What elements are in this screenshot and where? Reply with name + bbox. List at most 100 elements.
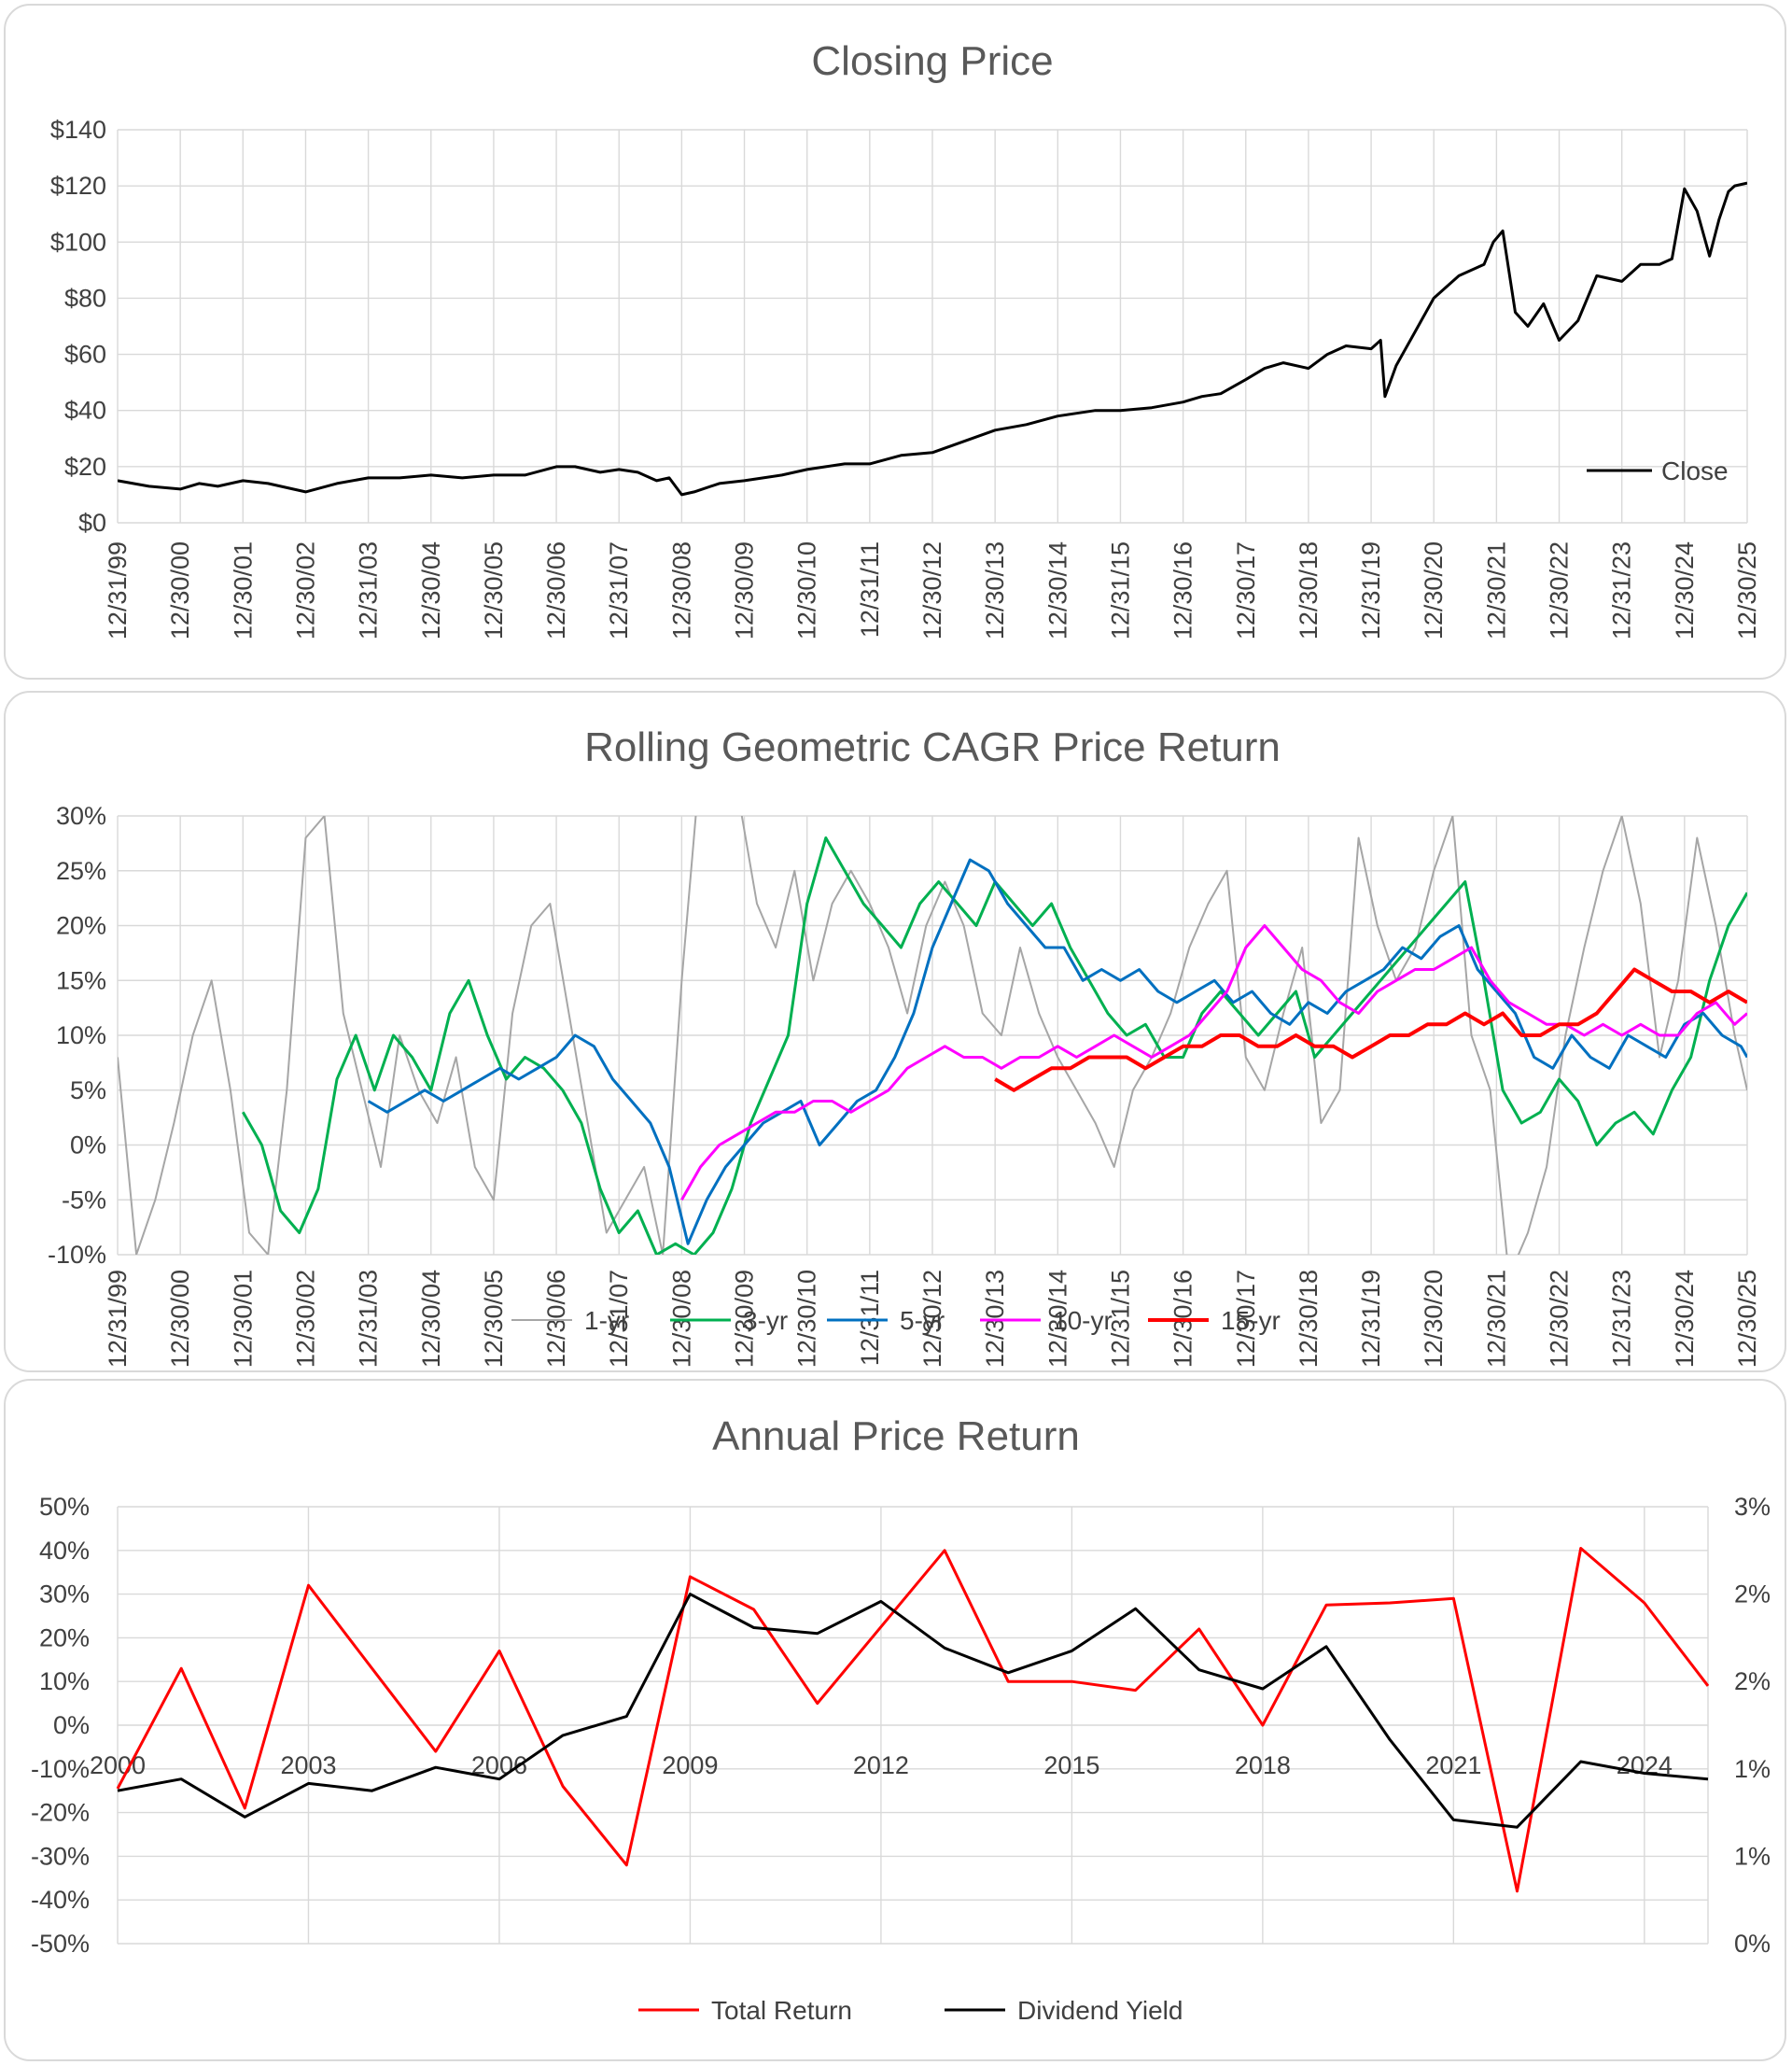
- chart1-y-tick-label: -10%: [48, 1241, 106, 1269]
- chart2-x-tick-label: 2018: [1235, 1751, 1291, 1779]
- chart2-x-tick-label: 2003: [280, 1751, 336, 1779]
- chart1-x-tick-label: 12/30/18: [1295, 1270, 1323, 1368]
- chart0-y-tick-label: $40: [64, 397, 106, 425]
- chart2-x-tick-label: 2015: [1043, 1751, 1099, 1779]
- chart0-x-tick-label: 12/31/11: [856, 541, 884, 638]
- chart1-legend-label-3-yr: 3-yr: [743, 1306, 788, 1335]
- chart0-x-tick-label: 12/30/12: [918, 541, 946, 639]
- chart1-x-tick-label: 12/30/05: [480, 1270, 508, 1368]
- chart1-x-tick-label: 12/30/17: [1232, 1270, 1260, 1368]
- chart1-legend-label-5-yr: 5-yr: [900, 1306, 945, 1335]
- chart0-x-tick-label: 12/30/18: [1295, 541, 1323, 639]
- chart1-x-tick-label: 12/31/03: [355, 1270, 383, 1368]
- chart0-x-tick-label: 12/30/00: [166, 541, 194, 639]
- chart2-y-tick-label: -20%: [31, 1799, 90, 1827]
- chart0-x-tick-label: 12/30/25: [1733, 541, 1761, 639]
- chart2-series-line-dividend-yield: [117, 1593, 1709, 1829]
- chart2-y-tick-label: 50%: [39, 1493, 90, 1521]
- chart1-series-line-15-yr: [994, 967, 1747, 1092]
- chart2-y2-tick-label: 1%: [1734, 1842, 1771, 1870]
- chart1-legend-label-10-yr: 10-yr: [1053, 1306, 1113, 1335]
- chart0-x-tick-label: 12/31/23: [1608, 541, 1636, 639]
- chart1-y-tick-label: -5%: [62, 1186, 106, 1214]
- chart1-y-tick-label: 5%: [70, 1076, 106, 1104]
- chart2-y2-tick-label: 1%: [1734, 1755, 1771, 1783]
- chart1-series-line-10-yr: [680, 924, 1747, 1201]
- chart1-series-line-5-yr: [367, 858, 1747, 1245]
- closing-price-panel: [4, 4, 1786, 680]
- chart1-x-tick-label: 12/31/07: [605, 1270, 633, 1368]
- chart2-x-tick-label: 2000: [90, 1751, 146, 1779]
- chart0-series-line-close: [118, 181, 1747, 497]
- chart0-x-tick-label: 12/30/05: [480, 541, 508, 639]
- chart1-x-tick-label: 12/30/25: [1733, 1270, 1761, 1368]
- chart0-y-tick-label: $140: [50, 116, 106, 144]
- chart2-x-tick-label: 2012: [853, 1751, 909, 1779]
- chart1-x-tick-label: 12/30/14: [1043, 1270, 1071, 1368]
- chart0-x-tick-label: 12/30/17: [1232, 541, 1260, 639]
- chart0-x-tick-label: 12/30/10: [793, 541, 821, 639]
- chart1-x-tick-label: 12/30/22: [1546, 1270, 1574, 1368]
- chart2-y2-tick-label: 2%: [1734, 1580, 1771, 1608]
- chart1-y-tick-label: 15%: [56, 966, 106, 994]
- chart1-x-tick-label: 12/31/15: [1106, 1270, 1134, 1368]
- chart1-x-tick-label: 12/30/01: [229, 1270, 257, 1368]
- chart0-x-tick-label: 12/30/02: [291, 541, 319, 639]
- chart1-x-tick-label: 12/30/06: [542, 1270, 570, 1368]
- chart0-x-tick-label: 12/31/19: [1357, 541, 1385, 639]
- chart2-y2-tick-label: 0%: [1734, 1930, 1771, 1958]
- chart0-x-tick-label: 12/30/22: [1546, 541, 1574, 639]
- chart1-x-tick-label: 12/30/20: [1420, 1270, 1448, 1368]
- chart1-x-tick-label: 12/31/99: [104, 1270, 132, 1368]
- chart1-series-line-1-yr: [118, 816, 1747, 1255]
- chart1-x-tick-label: 12/31/23: [1608, 1270, 1636, 1368]
- chart2-y-tick-label: 20%: [39, 1623, 90, 1651]
- chart1-legend-label-1-yr: 1-yr: [584, 1306, 629, 1335]
- chart0-x-tick-label: 12/30/20: [1420, 541, 1448, 639]
- chart0-x-tick-label: 12/31/03: [355, 541, 383, 639]
- chart0-x-tick-label: 12/30/04: [417, 541, 445, 639]
- chart0-legend-label-close: Close: [1661, 457, 1729, 485]
- chart1-y-tick-label: 20%: [56, 912, 106, 940]
- chart0-y-tick-label: $0: [78, 509, 106, 537]
- chart2-y-tick-label: 40%: [39, 1537, 90, 1565]
- chart0-x-tick-label: 12/31/99: [104, 541, 132, 639]
- chart2-y-tick-label: 10%: [39, 1667, 90, 1695]
- chart0-x-tick-label: 12/30/09: [731, 541, 759, 639]
- chart0-x-tick-label: 12/31/15: [1106, 541, 1134, 639]
- chart1-y-tick-label: 0%: [70, 1131, 106, 1159]
- chart2-y-tick-label: -30%: [31, 1842, 90, 1870]
- chart0-y-tick-label: $120: [50, 172, 106, 200]
- chart2-series-line-total-return: [116, 1547, 1710, 1893]
- chart2-y-tick-label: 0%: [53, 1711, 90, 1739]
- chart0-y-tick-label: $80: [64, 284, 106, 312]
- chart1-x-tick-label: 12/31/11: [856, 1270, 884, 1366]
- chart0-y-tick-label: $100: [50, 228, 106, 256]
- chart2-y2-tick-label: 2%: [1734, 1667, 1771, 1695]
- chart2-y-tick-label: -10%: [31, 1755, 90, 1783]
- chart0-x-tick-label: 12/30/24: [1671, 541, 1699, 639]
- chart0-x-tick-label: 12/30/16: [1169, 541, 1197, 639]
- chart1-legend-label-15-yr: 15-yr: [1221, 1306, 1281, 1335]
- chart0-x-tick-label: 12/30/14: [1043, 541, 1071, 639]
- chart0-y-tick-label: $60: [64, 341, 106, 369]
- chart2-x-tick-label: 2021: [1425, 1751, 1481, 1779]
- chart1-title: Rolling Geometric CAGR Price Return: [584, 724, 1281, 770]
- chart1-y-tick-label: 10%: [56, 1021, 106, 1049]
- chart0-title: Closing Price: [811, 38, 1053, 84]
- chart1-x-tick-label: 12/30/04: [417, 1270, 445, 1368]
- chart2-y2-tick-label: 3%: [1734, 1493, 1771, 1521]
- chart2-legend-label-dividend-yield: Dividend Yield: [1017, 1996, 1183, 2025]
- chart1-x-tick-label: 12/30/21: [1482, 1270, 1510, 1368]
- chart0-x-tick-label: 12/30/21: [1482, 541, 1510, 639]
- chart2-y-tick-label: -50%: [31, 1930, 90, 1958]
- chart2-y-tick-label: 30%: [39, 1580, 90, 1608]
- chart2-x-tick-label: 2009: [662, 1751, 718, 1779]
- chart0-x-tick-label: 12/30/01: [229, 541, 257, 639]
- chart0-x-tick-label: 12/31/07: [605, 541, 633, 639]
- chart1-x-tick-label: 12/30/12: [918, 1270, 946, 1368]
- chart0-y-tick-label: $20: [64, 453, 106, 481]
- chart1-x-tick-label: 12/30/10: [793, 1270, 821, 1368]
- chart0-x-tick-label: 12/30/08: [667, 541, 695, 639]
- chart0-x-tick-label: 12/30/13: [981, 541, 1009, 639]
